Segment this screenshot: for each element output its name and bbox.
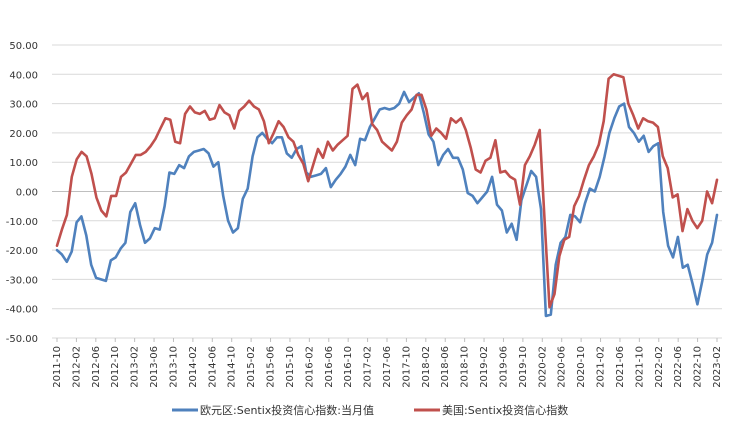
x-tick-label: 2016-10 [343,346,354,388]
x-tick-label: 2013-06 [149,346,160,388]
y-axis-ticks: 50.00 40.00 30.00 20.00 10.00 0.00 -10.00 -20.0… [6,41,38,345]
y-tick-label: -10.00 [6,217,38,228]
x-tick-label: 2017-06 [382,346,393,388]
x-tick-label: 2021-02 [596,346,607,388]
x-tick-label: 2021-10 [634,346,645,388]
x-tick-label: 2020-10 [576,346,587,388]
x-tick-label: 2015-10 [285,346,296,388]
x-tick-label: 2022-02 [654,346,665,388]
x-tick-label: 2014-10 [227,346,238,388]
x-tick-label: 2014-02 [188,346,199,388]
y-tick-label: -40.00 [6,305,38,316]
x-tick-label: 2019-02 [479,346,490,388]
x-tick-label: 2020-06 [557,346,568,388]
x-tick-label: 2016-06 [324,346,335,388]
x-tick-label: 2013-02 [130,346,141,388]
x-tick-label: 2012-10 [110,346,121,388]
y-tick-label: -30.00 [6,275,38,286]
x-tick-label: 2014-06 [207,346,218,388]
y-tick-label: 20.00 [9,129,38,140]
x-tick-label: 2019-10 [518,346,529,388]
x-tick-label: 2018-06 [440,346,451,388]
x-tick-label: 2018-10 [460,346,471,388]
x-tick-label: 2012-02 [71,346,82,388]
x-tick-label: 2022-06 [673,346,684,388]
x-tick-label: 2019-06 [498,346,509,388]
x-tick-label: 2011-10 [52,346,63,388]
x-tick-label: 2022-10 [693,346,704,388]
legend-label-1: 欧元区:Sentix投资信心指数:当月值 [200,403,374,417]
legend: 欧元区:Sentix投资信心指数:当月值 美国:Sentix投资信心指数 [172,403,568,417]
x-tick-label: 2012-06 [91,346,102,388]
y-tick-label: 30.00 [9,100,38,111]
y-tick-label: -50.00 [6,334,38,345]
y-tick-label: 50.00 [9,41,38,52]
y-tick-label: -20.00 [6,246,38,257]
y-tick-label: 40.00 [9,70,38,81]
x-tick-label: 2023-02 [712,346,723,388]
gridlines [52,44,722,339]
legend-label-2: 美国:Sentix投资信心指数 [442,403,568,417]
x-tick-label: 2020-02 [537,346,548,388]
y-tick-label: 0.00 [16,188,38,199]
x-tick-label: 2016-02 [304,346,315,388]
x-tick-label: 2017-02 [363,346,374,388]
x-tick-label: 2015-02 [246,346,257,388]
series-line-1 [55,90,719,318]
x-tick-label: 2017-10 [401,346,412,388]
series-lines [55,73,719,318]
x-tick-label: 2021-06 [615,346,626,388]
y-tick-label: 10.00 [9,158,38,169]
x-tick-label: 2013-10 [168,346,179,388]
x-axis-ticks: 2011-10 2012-02 2012-06 2012-10 2013-02 2013-… [52,338,723,388]
x-tick-label: 2015-06 [266,346,277,388]
x-tick-label: 2018-02 [421,346,432,388]
series-line-2 [55,73,719,309]
